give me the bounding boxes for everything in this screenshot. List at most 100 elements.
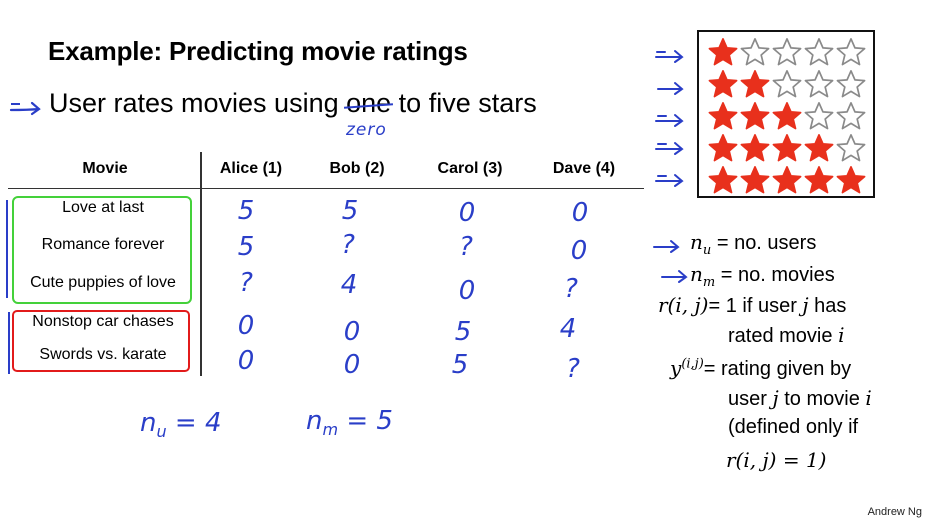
filled-star-icon — [707, 100, 739, 132]
filled-star-icon — [803, 132, 835, 164]
nm-subscript: m — [322, 420, 339, 440]
rating-cell: 0 — [237, 346, 255, 376]
rating-cell: 5 — [451, 350, 469, 380]
movie-title: Swords vs. karate — [39, 346, 167, 363]
empty-star-icon — [803, 36, 835, 68]
rating-cell: 4 — [340, 270, 358, 300]
star-rating-scale — [697, 30, 875, 198]
nu-text: = no. users — [716, 232, 817, 254]
filled-star-icon — [803, 164, 835, 196]
table-header-divider — [8, 188, 644, 189]
rating-cell: 0 — [570, 236, 588, 266]
action-group-box — [12, 310, 190, 372]
header-movie: Movie — [82, 160, 128, 177]
filled-star-icon — [707, 68, 739, 100]
filled-star-icon — [707, 132, 739, 164]
r-line2a: rated movie — [728, 325, 839, 347]
definition-y: y(i,j)= rating given by — [670, 356, 851, 381]
nm-sub: m — [702, 275, 716, 290]
filled-star-icon — [739, 132, 771, 164]
romance-group-box — [12, 196, 192, 304]
empty-star-icon — [739, 36, 771, 68]
nm-text: = no. movies — [720, 264, 835, 286]
rating-cell: ? — [239, 268, 253, 298]
struck-word: one — [346, 88, 392, 118]
filled-star-icon — [835, 164, 867, 196]
definition-y-line2: user j to movie i — [728, 386, 872, 411]
definition-nm: nm = no. movies — [690, 262, 835, 290]
rating-cell: 5 — [237, 232, 255, 262]
row-arrow-icon — [655, 50, 684, 63]
star-grid — [707, 36, 867, 196]
y-line2a: user — [728, 388, 773, 410]
y-line2b: to movie — [778, 388, 866, 410]
bullet-text: User rates movies using one to five star… — [49, 88, 537, 119]
movie-title: Love at last — [62, 199, 144, 216]
def-arrow-icon — [661, 270, 688, 283]
empty-star-icon — [771, 36, 803, 68]
star-row — [707, 100, 867, 132]
romance-bracket — [6, 200, 14, 298]
movie-title: Nonstop car chases — [32, 313, 174, 330]
filled-star-icon — [771, 132, 803, 164]
r-var-i: i — [838, 323, 845, 347]
rating-cell: 4 — [559, 314, 577, 344]
definition-r: r(i, j)= 1 if user j has — [658, 293, 846, 318]
slide-title: Example: Predicting movie ratings — [48, 36, 468, 66]
filled-star-icon — [739, 164, 771, 196]
rating-cell: ? — [459, 232, 473, 262]
r-line1a: = 1 if user — [708, 295, 803, 317]
nu-symbol: n — [690, 230, 703, 254]
filled-star-icon — [739, 68, 771, 100]
rating-cell: 5 — [237, 196, 255, 226]
r-line1b: has — [808, 295, 847, 317]
filled-star-icon — [771, 100, 803, 132]
empty-star-icon — [803, 68, 835, 100]
rating-cell: ? — [564, 274, 578, 304]
r-symbol: r(i, j) — [658, 293, 709, 317]
definition-r-line2: rated movie i — [728, 323, 844, 348]
table-column-divider — [200, 152, 202, 376]
definition-y-line3: (defined only if — [728, 416, 859, 438]
empty-star-icon — [835, 68, 867, 100]
nu-sub: u — [702, 243, 712, 258]
bullet-arrow-icon — [9, 101, 41, 116]
rating-cell: 5 — [341, 196, 359, 226]
rating-cell: ? — [341, 230, 355, 260]
y-line1: = rating given by — [703, 358, 852, 380]
nu-value: = 4 — [174, 408, 222, 438]
star-row — [707, 36, 867, 68]
handwritten-nu: nu = 4 — [140, 408, 221, 441]
definition-y-line4: r(i, j) = 1) — [726, 448, 827, 472]
handwritten-zero-correction: zero — [346, 120, 387, 140]
empty-star-icon — [835, 36, 867, 68]
y-var-j: j — [772, 386, 779, 410]
rating-cell: ? — [566, 354, 580, 384]
star-row — [707, 164, 867, 196]
header-dave: Dave (4) — [552, 160, 616, 177]
movie-title: Cute puppies of love — [30, 274, 176, 291]
rating-cell: 5 — [454, 317, 472, 347]
star-row — [707, 132, 867, 164]
row-arrow-icon — [657, 82, 684, 95]
row-arrow-icon — [655, 142, 684, 155]
star-row — [707, 68, 867, 100]
nu-subscript: u — [156, 422, 167, 442]
rating-cell: 0 — [237, 311, 255, 341]
nm-value: = 5 — [346, 406, 393, 436]
rating-cell: 0 — [458, 198, 476, 228]
movie-title: Romance forever — [41, 236, 165, 253]
y-var-i: i — [865, 386, 872, 410]
empty-star-icon — [835, 132, 867, 164]
header-alice: Alice (1) — [219, 160, 283, 177]
definition-nu: nu = no. users — [690, 230, 816, 258]
bullet-text-after: to five stars — [391, 88, 537, 118]
rating-cell: 0 — [458, 276, 476, 306]
empty-star-icon — [835, 100, 867, 132]
row-arrow-icon — [655, 114, 684, 127]
rating-cell: 0 — [343, 317, 361, 347]
filled-star-icon — [707, 36, 739, 68]
rating-cell: 0 — [571, 198, 589, 228]
filled-star-icon — [771, 164, 803, 196]
filled-star-icon — [739, 100, 771, 132]
